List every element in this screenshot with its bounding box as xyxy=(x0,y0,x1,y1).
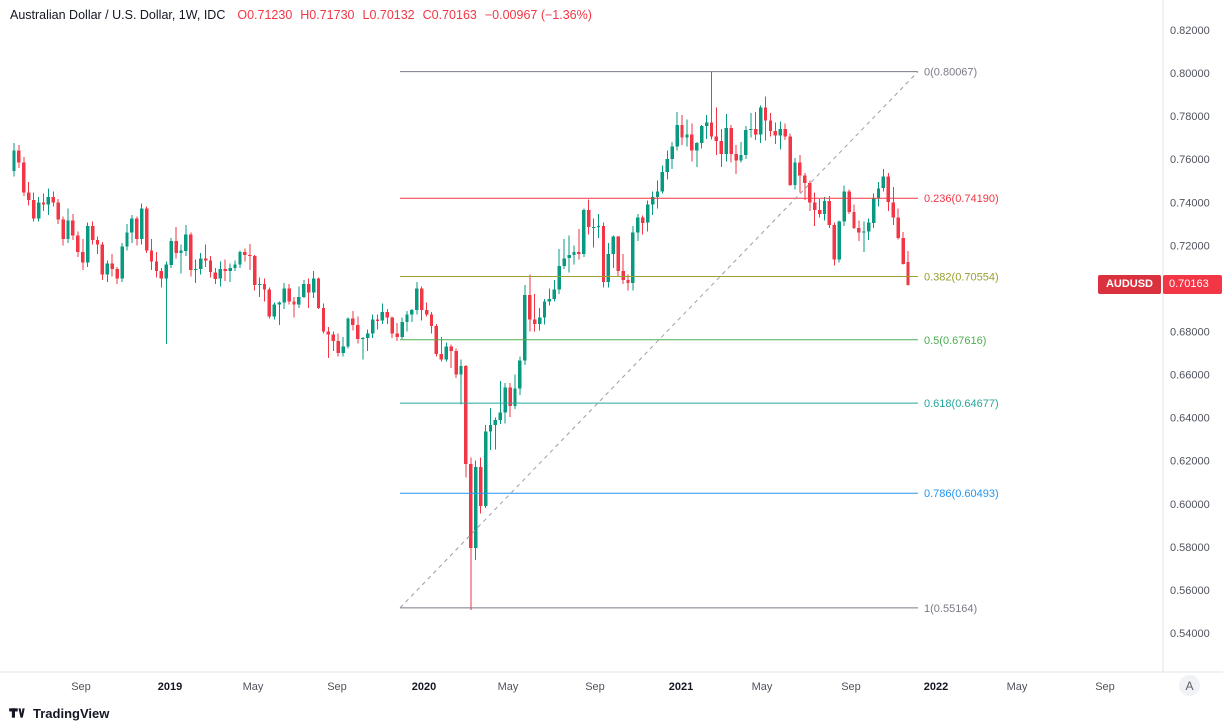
price-chart-canvas[interactable]: 0(0.80067) 0.236(0.74190) 0.382(0.70554) 0.… xyxy=(0,0,1223,700)
price-label-value: 0.70163 xyxy=(1163,275,1222,294)
footer-bar: TradingView xyxy=(0,700,1223,726)
svg-text:0.382(0.70554): 0.382(0.70554) xyxy=(924,272,999,284)
price-change: −0.00967 (−1.36%) xyxy=(484,8,592,22)
svg-text:0.80000: 0.80000 xyxy=(1170,68,1210,80)
candlestick-series xyxy=(12,71,910,611)
svg-text:Sep: Sep xyxy=(1095,681,1115,693)
svg-text:Sep: Sep xyxy=(71,681,91,693)
svg-text:May: May xyxy=(752,681,773,693)
svg-text:May: May xyxy=(1007,681,1028,693)
tradingview-logo-icon xyxy=(9,706,28,720)
tradingview-brand-text: TradingView xyxy=(33,705,110,721)
svg-text:0.618(0.64677): 0.618(0.64677) xyxy=(924,398,999,410)
svg-text:0.60000: 0.60000 xyxy=(1170,499,1210,511)
svg-text:0(0.80067): 0(0.80067) xyxy=(924,67,977,79)
svg-text:2020: 2020 xyxy=(412,681,436,693)
svg-text:0.56000: 0.56000 xyxy=(1170,585,1210,597)
svg-text:Sep: Sep xyxy=(585,681,605,693)
chart-area[interactable]: 0(0.80067) 0.236(0.74190) 0.382(0.70554) 0.… xyxy=(0,0,1223,700)
svg-text:0.82000: 0.82000 xyxy=(1170,25,1210,37)
ohlc-high: H0.71730 xyxy=(300,8,355,22)
svg-text:0.72000: 0.72000 xyxy=(1170,240,1210,252)
svg-text:0.68000: 0.68000 xyxy=(1170,327,1210,339)
svg-text:2022: 2022 xyxy=(924,681,948,693)
symbol-legend[interactable]: Australian Dollar / U.S. Dollar, 1W, IDC… xyxy=(10,8,600,22)
svg-text:0.74000: 0.74000 xyxy=(1170,197,1210,209)
ohlc-open: O0.71230 xyxy=(237,8,293,22)
price-axis[interactable]: 0.82000 0.80000 0.78000 0.76000 0.74000 0.720… xyxy=(1162,0,1210,672)
svg-text:0.64000: 0.64000 xyxy=(1170,413,1210,425)
svg-text:0.76000: 0.76000 xyxy=(1170,154,1210,166)
svg-text:1(0.55164): 1(0.55164) xyxy=(924,603,977,615)
ohlc-close: C0.70163 xyxy=(422,8,477,22)
last-price-label: AUDUSD 0.70163 xyxy=(1097,275,1222,294)
symbol-title: Australian Dollar / U.S. Dollar, 1W, IDC xyxy=(10,8,226,22)
svg-text:0.54000: 0.54000 xyxy=(1170,628,1210,640)
svg-text:Sep: Sep xyxy=(327,681,347,693)
svg-text:Sep: Sep xyxy=(841,681,861,693)
fib-retracement-drawing[interactable]: 0(0.80067) 0.236(0.74190) 0.382(0.70554) 0.… xyxy=(399,67,999,615)
ohlc-low: L0.70132 xyxy=(362,8,415,22)
time-axis[interactable]: Sep 2019 May Sep 2020 May Sep 2021 May Sep 2022 May… xyxy=(0,671,1223,693)
svg-text:0.78000: 0.78000 xyxy=(1170,111,1210,123)
svg-text:0.5(0.67616): 0.5(0.67616) xyxy=(924,335,986,347)
svg-text:0.62000: 0.62000 xyxy=(1170,456,1210,468)
svg-text:2021: 2021 xyxy=(669,681,693,693)
tradingview-logo-link[interactable]: TradingView xyxy=(9,706,109,721)
svg-text:0.66000: 0.66000 xyxy=(1170,370,1210,382)
svg-text:2019: 2019 xyxy=(158,681,182,693)
auto-scale-button[interactable]: A xyxy=(1179,675,1200,696)
svg-text:0.236(0.74190): 0.236(0.74190) xyxy=(924,193,999,205)
svg-text:0.58000: 0.58000 xyxy=(1170,542,1210,554)
svg-text:May: May xyxy=(243,681,264,693)
svg-text:0.786(0.60493): 0.786(0.60493) xyxy=(924,488,999,500)
price-label-symbol: AUDUSD xyxy=(1097,275,1161,294)
svg-text:May: May xyxy=(498,681,519,693)
